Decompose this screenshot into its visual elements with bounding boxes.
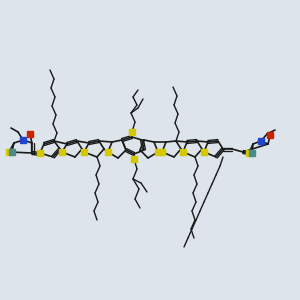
Bar	[249, 150, 255, 156]
Bar	[9, 149, 15, 155]
Bar	[105, 149, 111, 155]
Bar	[159, 149, 165, 155]
Bar	[59, 149, 65, 155]
Bar	[201, 149, 207, 155]
Bar	[131, 156, 137, 162]
Bar	[246, 150, 252, 156]
Bar	[81, 149, 87, 155]
Bar	[180, 149, 186, 155]
Bar	[27, 131, 33, 137]
Bar	[258, 138, 264, 144]
Bar	[129, 129, 135, 135]
Bar	[20, 137, 26, 143]
Bar	[6, 149, 12, 155]
Bar	[267, 132, 273, 138]
Bar	[37, 150, 43, 156]
Bar	[155, 149, 161, 155]
